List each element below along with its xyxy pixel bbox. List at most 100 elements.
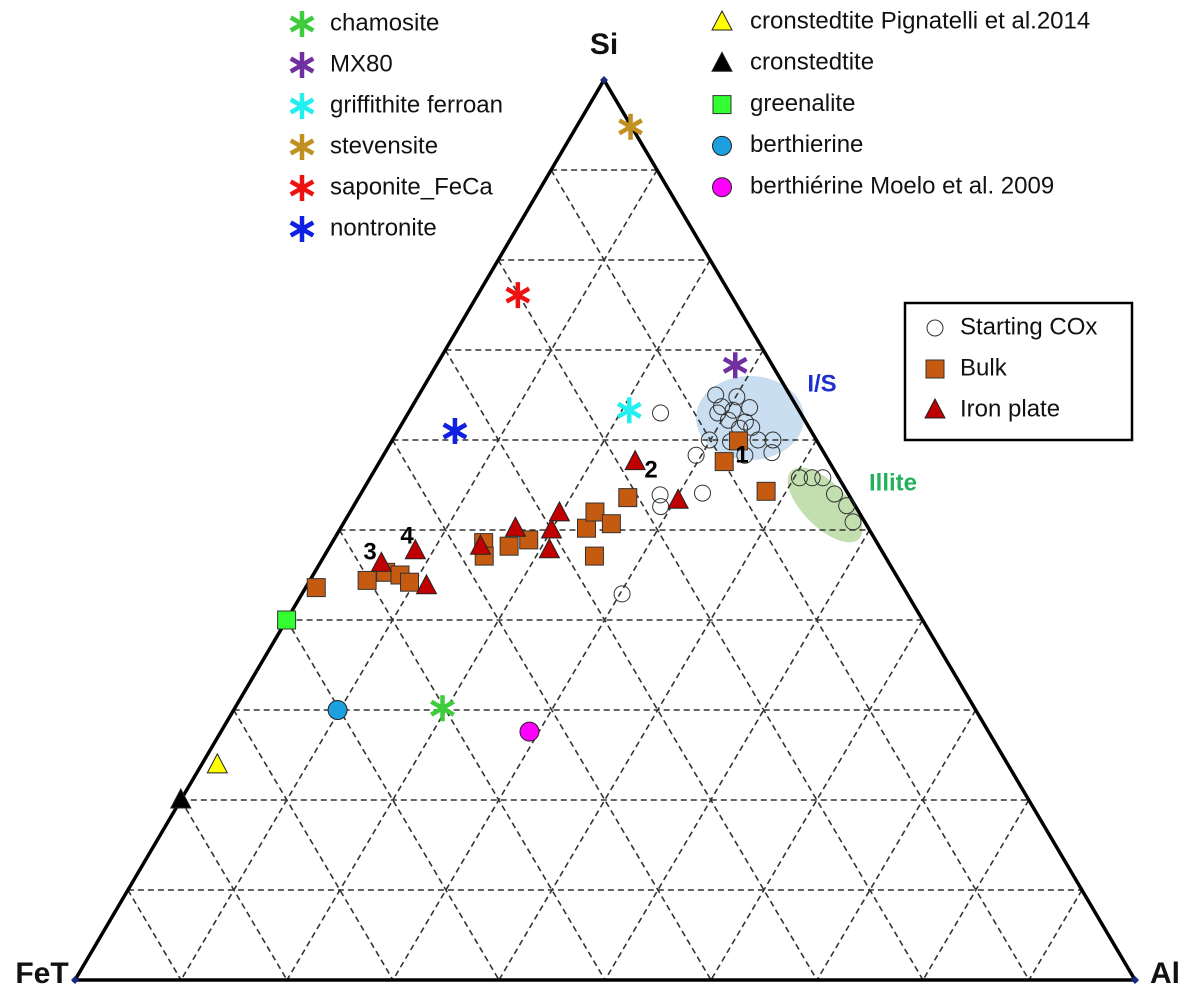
annotation: Illite <box>869 469 917 496</box>
data-point <box>722 352 748 379</box>
data-point <box>370 551 393 572</box>
grid-line <box>922 799 1030 981</box>
legend-label: MX80 <box>330 50 393 77</box>
grid-line <box>604 529 871 981</box>
legend-label: nontronite <box>330 214 437 241</box>
grid-line <box>127 889 182 981</box>
legend-marker <box>712 177 732 198</box>
data-point <box>404 538 427 560</box>
vertex-label: FeT <box>15 957 68 990</box>
data-point <box>306 578 326 598</box>
illite-region <box>787 467 863 543</box>
legend-marker <box>924 397 946 419</box>
data-point <box>790 469 808 487</box>
data-point <box>694 484 712 502</box>
data-point <box>667 488 689 509</box>
data-point <box>652 404 670 422</box>
data-point <box>736 413 754 431</box>
grid-line <box>816 709 977 981</box>
grid-line <box>180 799 288 981</box>
data-point <box>499 536 519 556</box>
data-point <box>803 469 821 487</box>
data-point <box>430 695 455 722</box>
data-point <box>206 752 229 774</box>
data-point <box>825 485 843 503</box>
legend-label: Iron plate <box>960 395 1060 422</box>
data-point <box>714 452 734 472</box>
vertex-marker <box>600 76 608 84</box>
legend-marker <box>289 175 315 201</box>
vertex-label: Al <box>1150 957 1180 990</box>
legend-label: greenalite <box>750 90 855 117</box>
data-point <box>357 570 377 590</box>
grid-line <box>233 709 394 981</box>
data-point <box>613 585 631 603</box>
data-point <box>719 411 737 429</box>
data-point <box>624 449 646 471</box>
legend-label: chamosite <box>330 9 439 36</box>
data-point <box>707 386 725 404</box>
data-point <box>652 498 670 516</box>
grid-line <box>180 169 658 981</box>
legend-marker <box>711 51 733 72</box>
legend-marker <box>289 11 315 37</box>
grid <box>127 169 1083 981</box>
data-point <box>585 502 605 522</box>
data-point <box>749 431 767 449</box>
data-point <box>277 610 297 630</box>
data-point <box>763 444 781 462</box>
data-point <box>687 446 705 464</box>
annotation: 4 <box>400 522 414 549</box>
legend-label: cronstedtite <box>750 49 874 76</box>
data-point <box>584 546 604 566</box>
data-point <box>728 431 748 451</box>
data-point <box>400 572 420 592</box>
data-point <box>576 518 596 538</box>
data-point <box>327 700 348 720</box>
data-point <box>504 516 527 537</box>
vertex-label: Si <box>590 28 618 61</box>
legend-marker <box>711 9 733 31</box>
data-point <box>618 488 638 508</box>
data-point <box>601 514 621 534</box>
data-point <box>469 534 492 555</box>
legend-marker <box>925 359 945 379</box>
data-point <box>540 517 563 539</box>
legend-marker <box>289 134 315 160</box>
data-point <box>844 513 862 531</box>
grid-line <box>338 529 606 981</box>
legend-label: berthierine <box>750 131 863 158</box>
grid-line <box>444 349 818 981</box>
data-point <box>651 486 669 504</box>
grid-line <box>392 349 764 981</box>
data-point <box>442 418 468 444</box>
legend-marker <box>289 52 315 78</box>
data-point <box>505 282 531 309</box>
data-point <box>618 113 643 140</box>
legend-marker <box>712 95 732 115</box>
vertex-marker <box>1131 976 1139 984</box>
annotation: 2 <box>644 456 657 483</box>
legend-marker <box>926 319 944 337</box>
data-point <box>764 431 782 449</box>
legend-label: saponite_FeCa <box>330 173 493 200</box>
grid-line <box>286 259 711 981</box>
legend-label: berthiérine Moelo et al. 2009 <box>750 173 1054 200</box>
grid-line <box>1028 889 1083 981</box>
legend-label: cronstedtite Pignatelli et al.2014 <box>750 7 1090 34</box>
legend-label: stevensite <box>330 132 438 159</box>
data-point <box>756 481 776 501</box>
data-point <box>700 431 718 449</box>
legend-label: Starting COx <box>960 313 1097 340</box>
legend-marker <box>289 93 315 119</box>
data-point <box>519 721 540 742</box>
data-point <box>415 573 438 595</box>
data-point <box>538 537 561 559</box>
data-point <box>814 469 832 487</box>
vertex-marker <box>71 976 79 984</box>
legend-label: griffithite ferroan <box>330 91 503 118</box>
data-point <box>169 787 192 809</box>
triangle-frame <box>71 76 1139 982</box>
legend-marker <box>712 135 732 156</box>
